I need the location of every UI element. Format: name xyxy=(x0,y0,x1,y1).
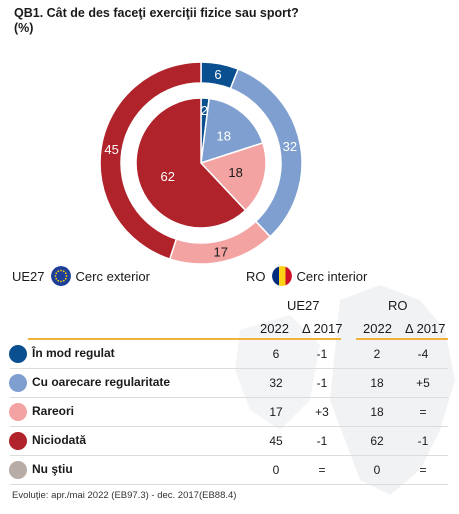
footer-note: Evoluţie: apr./mai 2022 (EB97.3) - dec. … xyxy=(12,490,237,501)
table-row: Cu oarecare regularitate 32 -1 18 +5 xyxy=(0,370,459,396)
row-color-dot xyxy=(9,374,27,392)
row-label: Niciodată xyxy=(32,433,87,447)
ro-flag-icon xyxy=(271,266,292,286)
row-separator xyxy=(10,426,448,427)
legend-outer-label: Cerc exterior xyxy=(75,268,150,284)
cell-eu-delta: -1 xyxy=(316,434,328,448)
cell-eu-delta: -1 xyxy=(316,376,328,390)
inner-slice-label: 18 xyxy=(228,165,242,180)
chart-title: QB1. Cât de des faceţi exerciţii fizice … xyxy=(14,6,434,36)
cell-ro-delta: = xyxy=(419,405,427,419)
cell-eu: 32 xyxy=(269,376,283,390)
legend-inner: RO Cerc interior xyxy=(246,263,367,289)
row-separator xyxy=(10,484,448,485)
row-separator xyxy=(10,397,448,398)
table-row: Nu ştiu 0 = 0 = xyxy=(0,457,459,483)
table-row: În mod regulat 6 -1 2 -4 xyxy=(0,341,459,367)
cell-ro-delta: = xyxy=(419,463,427,477)
cell-ro: 2 xyxy=(373,347,381,361)
inner-slice-label: 2 xyxy=(201,103,208,118)
header-underline-ro xyxy=(356,338,448,340)
row-color-dot xyxy=(9,461,27,479)
outer-slice-label: 45 xyxy=(104,142,118,157)
legend-inner-code: RO xyxy=(246,268,266,284)
cell-eu: 6 xyxy=(272,347,280,361)
cell-eu: 0 xyxy=(272,463,280,477)
cell-eu-delta: -1 xyxy=(316,347,328,361)
row-color-dot xyxy=(9,403,27,421)
cell-eu-delta: +3 xyxy=(315,405,329,419)
table-group-eu: UE27 xyxy=(287,298,320,313)
cell-ro-delta: -1 xyxy=(417,434,429,448)
table-group-ro: RO xyxy=(388,298,408,313)
legend-outer: UE27 Cerc exterior xyxy=(12,263,150,289)
cell-eu: 45 xyxy=(269,434,283,448)
row-color-dot xyxy=(9,432,27,450)
cell-ro: 62 xyxy=(370,434,384,448)
subtitle-text: (%) xyxy=(14,21,34,35)
legend-outer-code: UE27 xyxy=(12,268,45,284)
cell-ro-delta: -4 xyxy=(417,347,429,361)
row-label: În mod regulat xyxy=(32,346,115,360)
table-row: Niciodată 45 -1 62 -1 xyxy=(0,428,459,454)
outer-slice-label: 32 xyxy=(283,139,297,154)
table-col-eu-year: 2022 xyxy=(260,321,289,336)
header-underline-eu xyxy=(28,338,341,340)
title-text: QB1. Cât de des faceţi exerciţii fizice … xyxy=(14,6,299,20)
row-separator xyxy=(10,455,448,456)
inner-slice-3 xyxy=(135,97,247,229)
inner-slice-1 xyxy=(200,97,264,165)
eu-flag-icon xyxy=(50,266,71,286)
table-row: Rareori 17 +3 18 = xyxy=(0,399,459,425)
row-label: Nu ştiu xyxy=(32,462,73,476)
row-separator xyxy=(10,368,448,369)
outer-slice-label: 6 xyxy=(214,67,221,82)
outer-slice-label: 17 xyxy=(214,244,228,259)
cell-ro: 0 xyxy=(373,463,381,477)
table-col-ro-year: 2022 xyxy=(363,321,392,336)
row-label: Cu oarecare regularitate xyxy=(32,375,171,389)
table-col-eu-delta: Δ 2017 xyxy=(302,321,343,336)
row-label: Rareori xyxy=(32,404,75,418)
outer-slice-3 xyxy=(99,61,202,261)
inner-slice-2 xyxy=(199,141,267,212)
table-col-ro-delta: Δ 2017 xyxy=(405,321,446,336)
row-color-dot xyxy=(9,345,27,363)
cell-ro: 18 xyxy=(370,405,384,419)
cell-ro-delta: +5 xyxy=(416,376,430,390)
legend-inner-label: Cerc interior xyxy=(296,268,368,284)
inner-slice-label: 18 xyxy=(217,128,231,143)
cell-eu: 17 xyxy=(269,405,283,419)
inner-slice-label: 62 xyxy=(161,169,175,184)
cell-ro: 18 xyxy=(370,376,384,390)
cell-eu-delta: = xyxy=(318,463,326,477)
